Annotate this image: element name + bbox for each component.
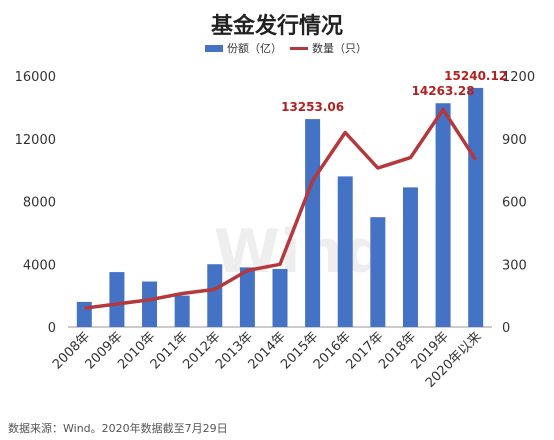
bar [174,295,190,327]
legend-label-bar: 份额（亿） [227,42,282,55]
legend-swatch-bar [205,45,223,52]
chart-title: 基金发行情况 [211,13,343,39]
bar [207,264,223,327]
y-right-tick-label: 300 [502,258,527,273]
bar [142,281,158,327]
data-label: 14263.28 [412,84,475,98]
y-left-tick-label: 8000 [23,196,56,211]
bar [402,187,418,327]
data-label: 15240.12 [444,69,507,83]
line-series [84,107,478,310]
y-right-tick-label: 600 [502,196,527,211]
bar [468,87,484,327]
bar [337,176,353,327]
data-label: 13253.06 [281,100,344,114]
bar [239,267,255,327]
bar [76,301,92,327]
y-left-tick-label: 12000 [15,133,56,148]
legend-label-line: 数量（只） [312,42,367,55]
y-left-tick-label: 16000 [15,70,56,85]
y-left-tick-label: 0 [48,321,56,336]
source-note: 数据来源：Wind。2020年数据截至7月29日 [8,421,228,435]
y-left-tick-label: 4000 [23,258,56,273]
legend: 份额（亿） 数量（只） [205,42,367,55]
y-right-tick-label: 900 [502,133,527,148]
bar [370,217,386,327]
bar [272,268,288,327]
bar [305,119,321,327]
bar [435,103,451,327]
bar [109,272,125,327]
y-right-tick-label: 1200 [502,70,535,85]
plot-area: 0 4000 8000 12000 16000 0 300 600 900 1200 13253.0… [15,69,535,391]
y-right-tick-label: 0 [502,321,510,336]
